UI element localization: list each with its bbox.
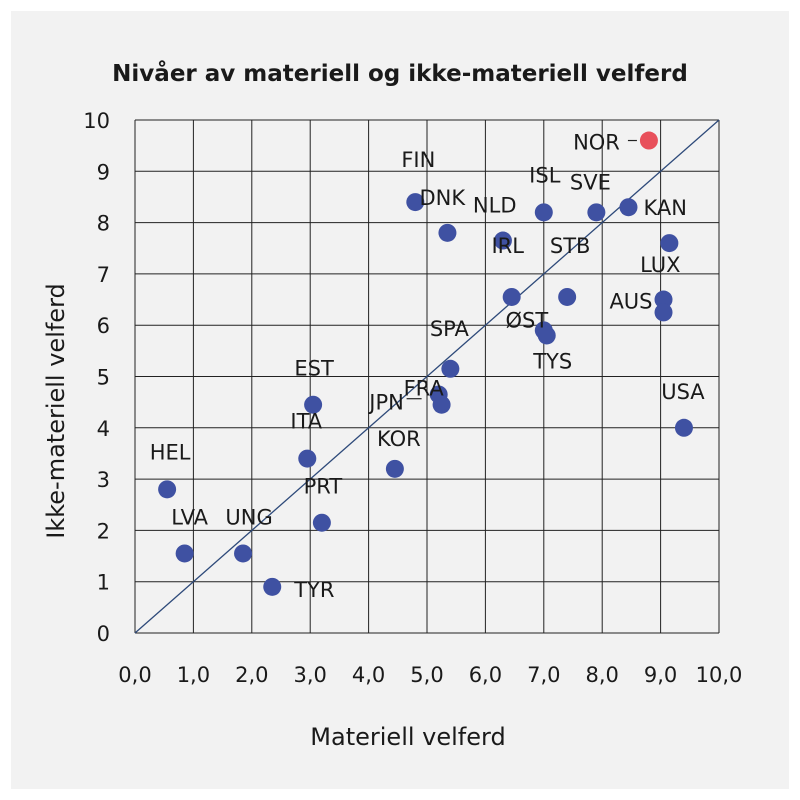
point-label-ita: ITA — [290, 410, 322, 434]
y-tick-label: 2 — [97, 519, 110, 543]
data-point-fin — [406, 193, 425, 212]
data-point-lux — [660, 234, 679, 253]
chart-frame: Nivåer av materiell og ikke-materiell ve… — [11, 11, 789, 789]
data-point-kor — [385, 459, 404, 478]
data-point-lva — [175, 544, 194, 563]
point-label-spa: SPA — [430, 317, 470, 341]
data-point-kan — [619, 198, 638, 217]
data-point-spa — [441, 359, 460, 378]
data-point-unlabeled — [654, 303, 673, 322]
data-point-stb — [558, 287, 577, 306]
grid — [134, 119, 720, 634]
y-axis-label: Ikke-materiell velferd — [42, 283, 70, 539]
x-tick-label: 9,0 — [644, 663, 677, 687]
point-label-tyr: TYR — [293, 578, 334, 602]
data-points — [158, 131, 693, 596]
point-labels: NOR KAN SVE ISL FIN DNK NLD LUX IRL STB AUS ØST TYS S… — [150, 131, 706, 602]
x-tick-label: 10,0 — [696, 663, 743, 687]
point-label-isl: ISL — [529, 163, 561, 187]
data-point-tys — [537, 326, 556, 345]
point-label-fra: FRA — [404, 376, 445, 400]
data-point-nor — [639, 131, 658, 150]
leader-lines — [406, 139, 637, 400]
y-tick-label: 9 — [97, 160, 110, 184]
data-point-hel — [158, 480, 177, 499]
point-label-prt: PRT — [304, 475, 343, 499]
x-axis-label: Materiell velferd — [310, 723, 505, 751]
x-tick-label: 8,0 — [585, 663, 618, 687]
data-point-tyr — [263, 577, 282, 596]
y-tick-label: 1 — [97, 571, 110, 595]
point-label-usa: USA — [661, 380, 705, 404]
point-label-est: EST — [294, 357, 334, 381]
point-label-aus: AUS — [609, 290, 652, 314]
data-point-sve — [587, 203, 606, 222]
data-point-ita — [298, 449, 317, 468]
point-label-dnk: DNK — [419, 186, 466, 210]
x-tick-label: 0,0 — [118, 663, 151, 687]
y-tick-label: 3 — [97, 468, 110, 492]
y-tick-label: 5 — [97, 366, 110, 390]
data-point-ung — [234, 544, 253, 563]
chart-title: Nivåer av materiell og ikke-materiell ve… — [112, 60, 688, 87]
scatter-chart: Nivåer av materiell og ikke-materiell ve… — [42, 60, 742, 751]
point-label-ung: UNG — [225, 505, 272, 529]
y-tick-label: 6 — [97, 314, 110, 338]
y-tick-label: 7 — [97, 263, 110, 287]
y-tick-label: 4 — [97, 417, 110, 441]
tick-labels: 0,0 1,0 2,0 3,0 4,0 5,0 6,0 7,0 8,0 9,0 10,0 0 1 2 3 4 5… — [83, 109, 742, 687]
point-label-lva: LVA — [171, 505, 208, 529]
data-point-aus — [654, 290, 673, 309]
data-point-prt — [312, 513, 331, 532]
y-tick-label: 10 — [83, 109, 110, 133]
y-tick-label: 0 — [97, 622, 110, 646]
point-label-kan: KAN — [643, 196, 686, 220]
data-point-dnk — [438, 223, 457, 242]
point-label-tys: TYS — [532, 349, 572, 373]
x-tick-label: 3,0 — [293, 663, 326, 687]
data-point-isl — [534, 203, 553, 222]
point-label-stb: STB — [550, 234, 591, 258]
data-point-nld — [493, 231, 512, 250]
x-tick-label: 5,0 — [410, 663, 443, 687]
y-tick-label: 8 — [97, 212, 110, 236]
point-label-jpn: JPN — [367, 391, 404, 415]
point-label-øst: ØST — [505, 308, 548, 332]
data-point-jpn — [432, 395, 451, 414]
point-label-kor: KOR — [377, 427, 421, 451]
point-label-sve: SVE — [570, 170, 611, 194]
point-label-irl: IRL — [491, 234, 524, 258]
x-tick-label: 4,0 — [352, 663, 385, 687]
data-point-irl — [502, 287, 521, 306]
x-tick-label: 1,0 — [177, 663, 210, 687]
point-label-lux: LUX — [640, 253, 680, 277]
point-label-fin: FIN — [401, 148, 435, 172]
point-label-nor: NOR — [573, 131, 620, 155]
point-label-nld: NLD — [473, 194, 517, 218]
x-tick-label: 2,0 — [235, 663, 268, 687]
x-tick-label: 6,0 — [469, 663, 502, 687]
x-tick-label: 7,0 — [527, 663, 560, 687]
data-point-usa — [674, 418, 693, 437]
point-label-hel: HEL — [150, 440, 191, 464]
data-point-est — [304, 395, 323, 414]
